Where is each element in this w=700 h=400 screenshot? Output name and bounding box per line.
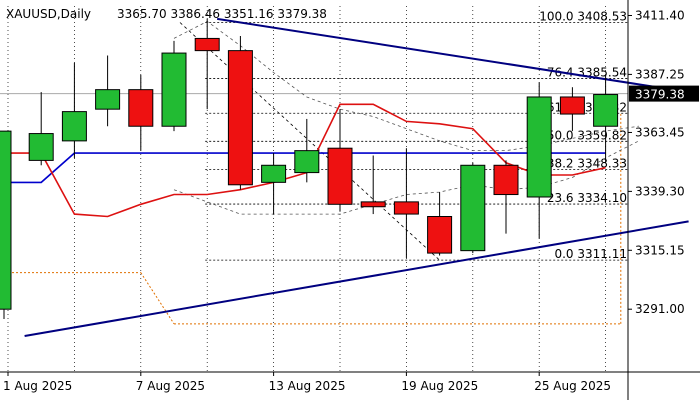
- bullish-candle: [460, 164, 486, 252]
- current-price-marker: [629, 85, 699, 102]
- bullish-candle: [294, 150, 320, 174]
- range-box-layer: [8, 111, 622, 325]
- y-tick-label: 3411.40: [635, 8, 685, 22]
- bullish-candle: [161, 52, 187, 127]
- bearish-candle: [559, 96, 585, 115]
- trendline: [24, 220, 689, 338]
- bearish-candle: [427, 216, 453, 254]
- current-price-label: 3379.38: [635, 88, 685, 102]
- candlestick-layer: [0, 18, 619, 319]
- fib-level-label: 0.0 3311.11: [554, 247, 627, 261]
- x-tick-label: 7 Aug 2025: [136, 379, 205, 393]
- bearish-candle: [227, 50, 253, 186]
- x-tick-label: 1 Aug 2025: [3, 379, 72, 393]
- ichimoku-lower-line: [173, 140, 639, 215]
- y-tick-label: 3339.30: [635, 184, 685, 198]
- bearish-candle: [327, 147, 353, 205]
- fib-diagonal-line: [179, 22, 440, 261]
- trendline: [217, 17, 689, 94]
- bullish-candle: [593, 94, 619, 127]
- x-tick-label: 25 Aug 2025: [534, 379, 611, 393]
- bullish-candle: [95, 89, 121, 110]
- y-tick-label: 3291.00: [635, 302, 685, 316]
- bearish-candle: [194, 37, 220, 52]
- fib-level-label: 23.6 3334.10: [547, 191, 627, 205]
- bearish-candle: [128, 89, 154, 127]
- ohlc-readout: 3365.70 3386.46 3351.16 3379.38: [117, 7, 327, 21]
- bearish-candle: [493, 164, 519, 196]
- y-tick-label: 3315.15: [635, 243, 685, 257]
- fib-level-label: 76.4 3385.54: [547, 66, 627, 80]
- bullish-candle: [526, 96, 552, 198]
- bearish-candle: [360, 201, 386, 208]
- fib-level-label: 100.0 3408.53: [539, 10, 627, 24]
- fib-level-label: 38.2 3348.33: [547, 156, 627, 170]
- x-tick-label: 19 Aug 2025: [401, 379, 478, 393]
- y-tick-label: 3363.45: [635, 125, 685, 139]
- y-tick-label: 3387.25: [635, 67, 685, 81]
- bearish-candle: [393, 201, 419, 215]
- bullish-candle: [261, 164, 287, 183]
- bullish-candle: [61, 111, 87, 142]
- symbol-label: XAUUSD,Daily: [6, 7, 91, 21]
- trendline-layer: [24, 17, 689, 338]
- x-tick-label: 13 Aug 2025: [269, 379, 346, 393]
- bullish-candle: [28, 133, 54, 161]
- bullish-candle: [0, 130, 12, 310]
